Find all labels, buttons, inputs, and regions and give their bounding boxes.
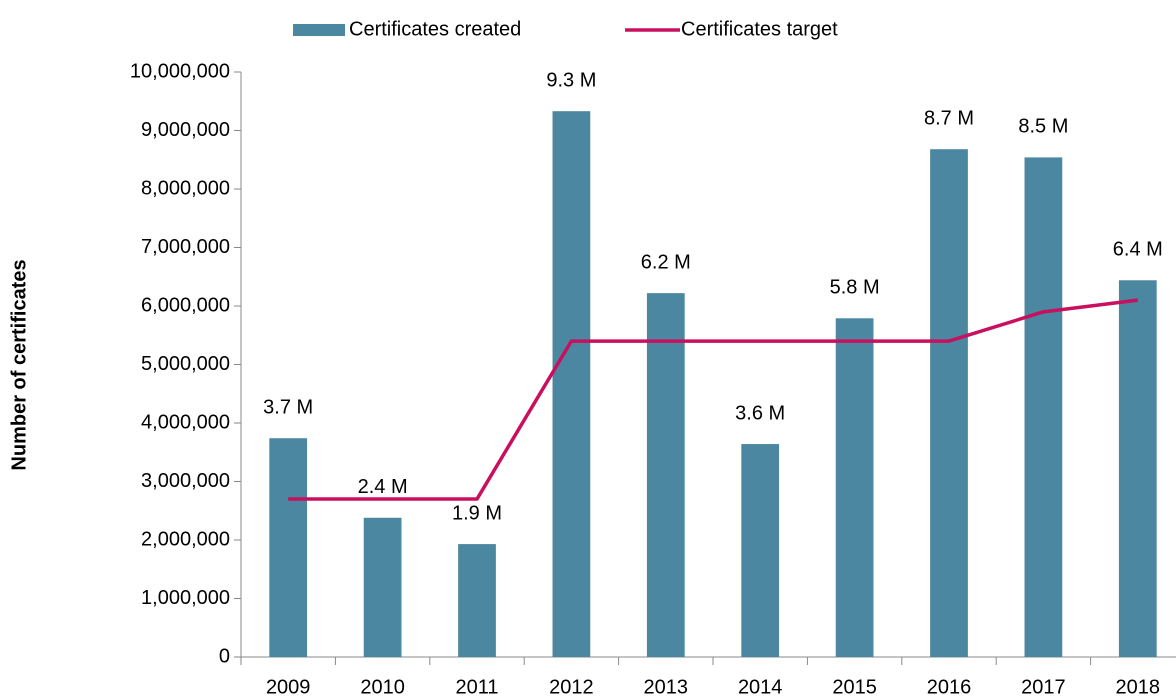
value-label: 8.7 M: [924, 108, 974, 130]
y-tick-label: 0: [219, 645, 230, 667]
x-tick-label: 2013: [644, 676, 689, 697]
y-tick-label: 5,000,000: [141, 353, 230, 375]
y-tick-label: 2,000,000: [141, 528, 230, 550]
bar: [835, 318, 874, 657]
value-label: 2.4 M: [358, 476, 408, 498]
value-label: 6.2 M: [641, 251, 691, 273]
legend-swatch: [293, 24, 345, 36]
y-tick-label: 4,000,000: [141, 411, 230, 433]
y-tick-label: 1,000,000: [141, 587, 230, 609]
legend-label: Certificates created: [349, 18, 521, 40]
bar: [1024, 157, 1063, 657]
x-tick-label: 2017: [1021, 676, 1066, 697]
line: [288, 298, 1139, 501]
value-label: 3.6 M: [735, 402, 785, 424]
value-label: 9.3 M: [546, 69, 596, 91]
x-tick-label: 2009: [266, 676, 311, 697]
bar: [363, 517, 402, 657]
x-tick-label: 2011: [455, 676, 498, 697]
legend-label: Certificates target: [681, 18, 838, 40]
x-tick-label: 2014: [738, 676, 783, 697]
value-label: 5.8 M: [830, 277, 880, 299]
y-tick-label: 7,000,000: [141, 236, 230, 258]
x-tick-label: 2010: [360, 676, 405, 697]
value-label: 6.4 M: [1113, 239, 1163, 261]
x-tick-label: 2015: [832, 676, 877, 697]
bar: [1118, 280, 1157, 657]
bar: [741, 444, 780, 657]
y-axis-label: Number of certificates: [8, 259, 30, 470]
bar: [646, 293, 685, 657]
y-tick-label: 8,000,000: [141, 177, 230, 199]
y-tick-label: 3,000,000: [141, 470, 230, 492]
value-label: 1.9 M: [452, 502, 502, 524]
y-tick-label: 9,000,000: [141, 119, 230, 141]
value-label: 3.7 M: [263, 396, 313, 418]
bar: [458, 544, 496, 657]
x-tick-label: 2012: [549, 676, 594, 697]
bar: [930, 149, 968, 657]
x-tick-label: 2018: [1116, 676, 1161, 697]
x-tick-label: 2016: [927, 676, 972, 697]
bar: [552, 111, 591, 657]
y-tick-label: 10,000,000: [130, 60, 230, 82]
value-label: 8.5 M: [1018, 116, 1068, 138]
bar: [269, 438, 308, 657]
y-tick-label: 6,000,000: [141, 294, 230, 316]
